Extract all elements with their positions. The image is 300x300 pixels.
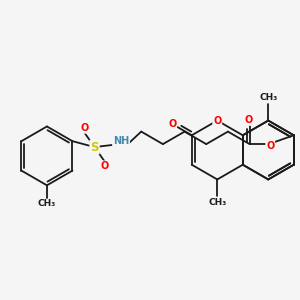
Text: O: O: [80, 123, 88, 133]
Text: S: S: [90, 141, 99, 154]
Text: O: O: [266, 141, 274, 151]
Text: O: O: [101, 161, 109, 171]
Text: O: O: [168, 119, 176, 129]
Text: CH₃: CH₃: [259, 93, 278, 102]
Text: CH₃: CH₃: [38, 200, 56, 208]
Text: O: O: [244, 115, 252, 125]
Text: NH: NH: [113, 136, 129, 146]
Text: O: O: [213, 116, 221, 126]
Text: CH₃: CH₃: [208, 198, 226, 207]
